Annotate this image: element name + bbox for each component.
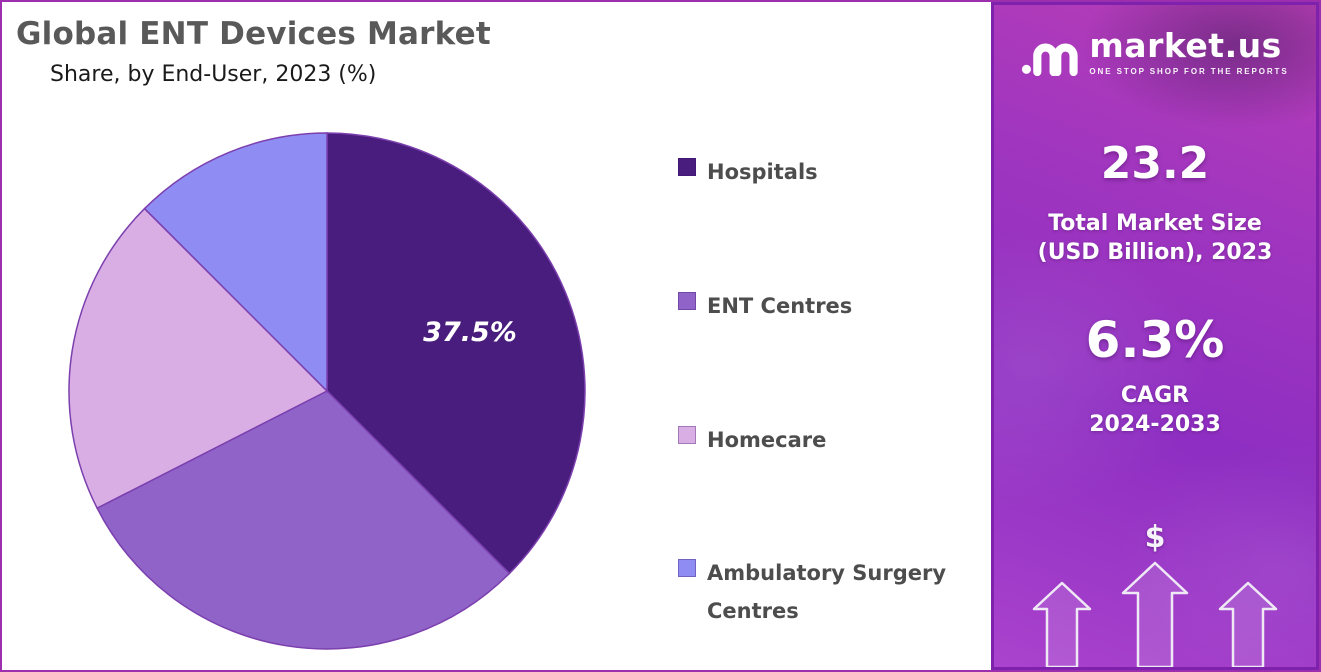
legend-swatch-homecare — [678, 425, 696, 444]
sidebar: market.us ONE STOP SHOP FOR THE REPORTS … — [991, 2, 1319, 670]
cagr-label-line2: 2024-2033 — [1089, 412, 1221, 438]
cagr-label-line1: CAGR — [1120, 383, 1190, 409]
market-size-label-line1: Total Market Size — [1048, 211, 1262, 236]
chart-subtitle: Share, by End-User, 2023 (%) — [50, 62, 377, 87]
brand-text: market.us ONE STOP SHOP FOR THE REPORTS — [1089, 29, 1288, 76]
chart-title: Global ENT Devices Market — [16, 16, 491, 52]
legend-swatch-ent-centres — [678, 291, 696, 310]
brand-logo: market.us ONE STOP SHOP FOR THE REPORTS — [994, 5, 1316, 76]
growth-arrow-left — [1032, 581, 1092, 667]
market-size-label: Total Market Size (USD Billion), 2023 — [994, 209, 1316, 267]
legend-item-ent-centres: ENT Centres — [678, 288, 978, 326]
legend-swatch-hospitals — [678, 158, 696, 176]
pie-slice-hospitals — [326, 132, 586, 575]
legend: Hospitals ENT Centres Homecare Ambulator… — [678, 154, 978, 670]
growth-arrows — [1032, 561, 1278, 667]
growth-arrow-middle — [1121, 561, 1189, 667]
legend-label: Hospitals — [707, 160, 818, 184]
marketus-logo-icon — [1022, 43, 1079, 76]
market-size-label-line2: (USD Billion), 2023 — [1037, 240, 1273, 266]
legend-item-homecare: Homecare — [678, 422, 978, 460]
legend-item-hospitals: Hospitals — [678, 154, 978, 192]
growth-arrow-right — [1218, 581, 1278, 667]
chart-panel: Global ENT Devices Market Share, by End-… — [2, 2, 993, 670]
legend-label: Homecare — [707, 427, 827, 452]
sidebar-content: market.us ONE STOP SHOP FOR THE REPORTS … — [994, 5, 1316, 667]
pie-slice-ent-centres — [96, 390, 511, 650]
brand-name: market.us — [1089, 26, 1282, 65]
pie-slice-ambulatory-surgery-centres — [143, 132, 328, 393]
pie-slice-homecare — [68, 207, 329, 510]
pie-value-label: 37.5% — [423, 317, 517, 348]
legend-label: ENT Centres — [707, 293, 853, 318]
dollar-icon: $ — [1144, 520, 1166, 555]
pie-chart: 37.5% — [52, 114, 602, 664]
legend-swatch-ambulatory-surgery-centres — [678, 559, 696, 578]
market-size-value: 23.2 — [1100, 138, 1210, 189]
pie-chart-svg: 37.5% — [68, 132, 586, 650]
cagr-value: 6.3% — [1085, 311, 1225, 370]
cagr-label: CAGR 2024-2033 — [994, 381, 1316, 439]
legend-item-ambulatory-surgery-centres: Ambulatory Surgery Centres — [678, 555, 978, 631]
brand-tagline: ONE STOP SHOP FOR THE REPORTS — [1089, 67, 1289, 76]
legend-label: Ambulatory Surgery Centres — [707, 561, 947, 624]
